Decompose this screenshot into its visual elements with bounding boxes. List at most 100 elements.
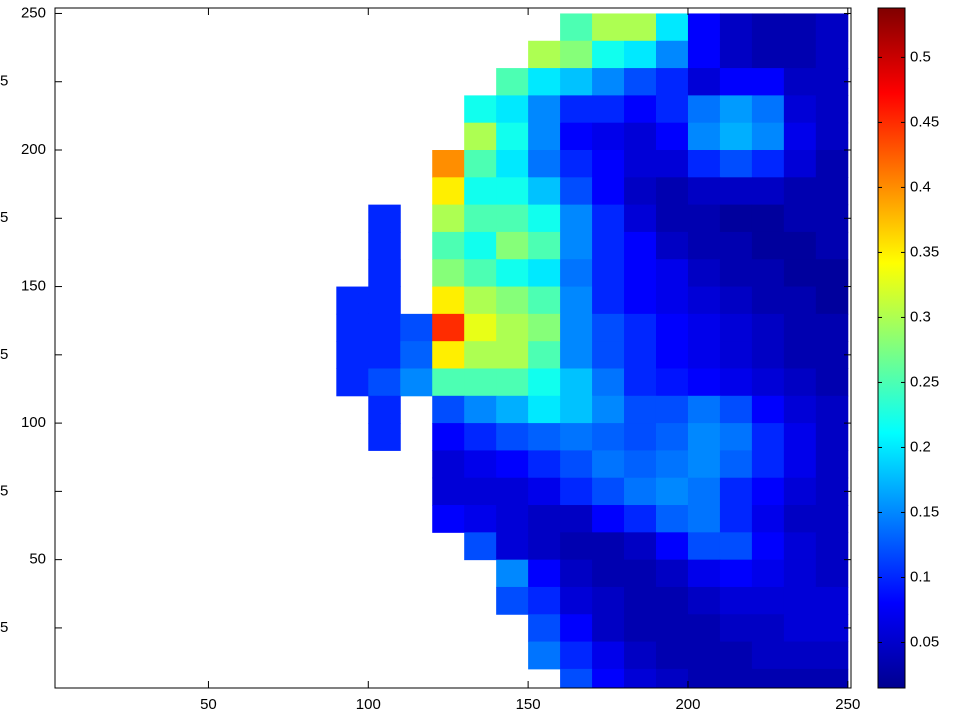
heatmap-cell xyxy=(528,40,561,69)
heatmap-cell xyxy=(719,477,753,506)
heatmap-cell xyxy=(655,231,689,260)
heatmap-cell xyxy=(368,286,401,315)
heatmap-cell xyxy=(336,286,369,315)
heatmap-cell xyxy=(496,259,529,288)
heatmap-cell xyxy=(528,150,561,178)
heatmap-cell xyxy=(336,368,369,397)
heatmap-cell xyxy=(815,532,849,561)
heatmap-cell xyxy=(655,641,689,670)
heatmap-cell xyxy=(528,313,561,342)
heatmap-cell xyxy=(687,286,721,315)
heatmap-cell xyxy=(496,423,529,451)
heatmap-cell xyxy=(783,532,817,561)
heatmap-cell xyxy=(464,341,497,369)
heatmap-cell xyxy=(432,450,465,479)
heatmap-cell xyxy=(432,341,465,369)
heatmap-cell xyxy=(528,586,561,615)
heatmap-cell xyxy=(783,286,817,315)
heatmap-cell xyxy=(528,286,561,315)
heatmap-cell xyxy=(624,150,657,178)
heatmap-cell xyxy=(655,341,689,369)
heatmap-cell xyxy=(815,122,849,151)
heatmap-cell xyxy=(783,341,817,369)
heatmap-cell xyxy=(815,40,849,69)
heatmap-cell xyxy=(592,450,625,479)
heatmap-cell xyxy=(496,505,529,533)
heatmap-cell xyxy=(783,368,817,397)
heatmap-cell xyxy=(432,368,465,397)
heatmap-cell xyxy=(783,559,817,588)
heatmap-cell xyxy=(496,341,529,369)
heatmap-cell xyxy=(687,559,721,588)
colorbar-tick-label: 0.2 xyxy=(910,438,931,455)
heatmap-cell xyxy=(655,286,689,315)
heatmap-cell xyxy=(719,313,753,342)
heatmap-cell xyxy=(624,368,657,397)
heatmap-cell xyxy=(751,13,785,42)
heatmap-cell xyxy=(432,231,465,260)
heatmap-cell xyxy=(687,423,721,451)
y-tick-label: 250 xyxy=(21,4,46,21)
heatmap-cell xyxy=(592,13,625,42)
y-tick-label: 5 xyxy=(0,209,8,226)
heatmap-cell xyxy=(815,641,849,670)
heatmap-cell xyxy=(783,13,817,42)
heatmap-cell xyxy=(560,668,593,689)
heatmap-cell xyxy=(464,313,497,342)
heatmap-cell xyxy=(560,477,593,506)
heatmap-cell xyxy=(464,423,497,451)
heatmap-cell xyxy=(624,122,657,151)
heatmap-cell xyxy=(528,177,561,206)
heatmap-cell xyxy=(751,614,785,643)
heatmap-cell xyxy=(719,586,753,615)
heatmap-cell xyxy=(592,395,625,424)
x-tick-label: 250 xyxy=(835,696,860,713)
heatmap-cell xyxy=(719,423,753,451)
colorbar xyxy=(877,7,906,689)
heatmap-cell xyxy=(751,95,785,124)
heatmap-cell xyxy=(432,395,465,424)
heatmap-cell xyxy=(783,477,817,506)
heatmap-cell xyxy=(400,341,433,369)
heatmap-cell xyxy=(528,122,561,151)
colorbar-tick-label: 0.35 xyxy=(910,243,939,260)
y-tick-label: 100 xyxy=(21,414,46,431)
heatmap-cell xyxy=(719,13,753,42)
heatmap-cell xyxy=(368,423,401,451)
heatmap-cell xyxy=(815,395,849,424)
x-tick-label: 50 xyxy=(200,696,217,713)
heatmap-cell xyxy=(560,641,593,670)
heatmap-cell xyxy=(655,13,689,42)
heatmap-cell xyxy=(528,259,561,288)
heatmap-cell xyxy=(687,505,721,533)
heatmap-cell xyxy=(528,641,561,670)
heatmap-cell xyxy=(528,68,561,96)
heatmap-cell xyxy=(336,341,369,369)
heatmap-cell xyxy=(815,150,849,178)
x-tick-label: 200 xyxy=(675,696,700,713)
heatmap-cell xyxy=(655,532,689,561)
heatmap-cell xyxy=(496,559,529,588)
heatmap-cell xyxy=(655,95,689,124)
heatmap-cell xyxy=(432,477,465,506)
heatmap-cell xyxy=(655,614,689,643)
heatmap-cell xyxy=(592,559,625,588)
heatmap-cell xyxy=(496,477,529,506)
heatmap-cell xyxy=(655,423,689,451)
heatmap-cell xyxy=(432,259,465,288)
heatmap-cell xyxy=(783,150,817,178)
heatmap-cell xyxy=(560,68,593,96)
heatmap-cell xyxy=(624,177,657,206)
heatmap-cell xyxy=(464,231,497,260)
heatmap-cell xyxy=(560,532,593,561)
heatmap-cell xyxy=(655,368,689,397)
heatmap-cell xyxy=(751,586,785,615)
heatmap-cell xyxy=(624,40,657,69)
heatmap-cell xyxy=(655,204,689,233)
heatmap-cell xyxy=(815,477,849,506)
heatmap-cell xyxy=(496,313,529,342)
heatmap-cell xyxy=(687,150,721,178)
colorbar-tick-label: 0.05 xyxy=(910,633,939,650)
heatmap-cell xyxy=(560,95,593,124)
heatmap-cell xyxy=(496,150,529,178)
